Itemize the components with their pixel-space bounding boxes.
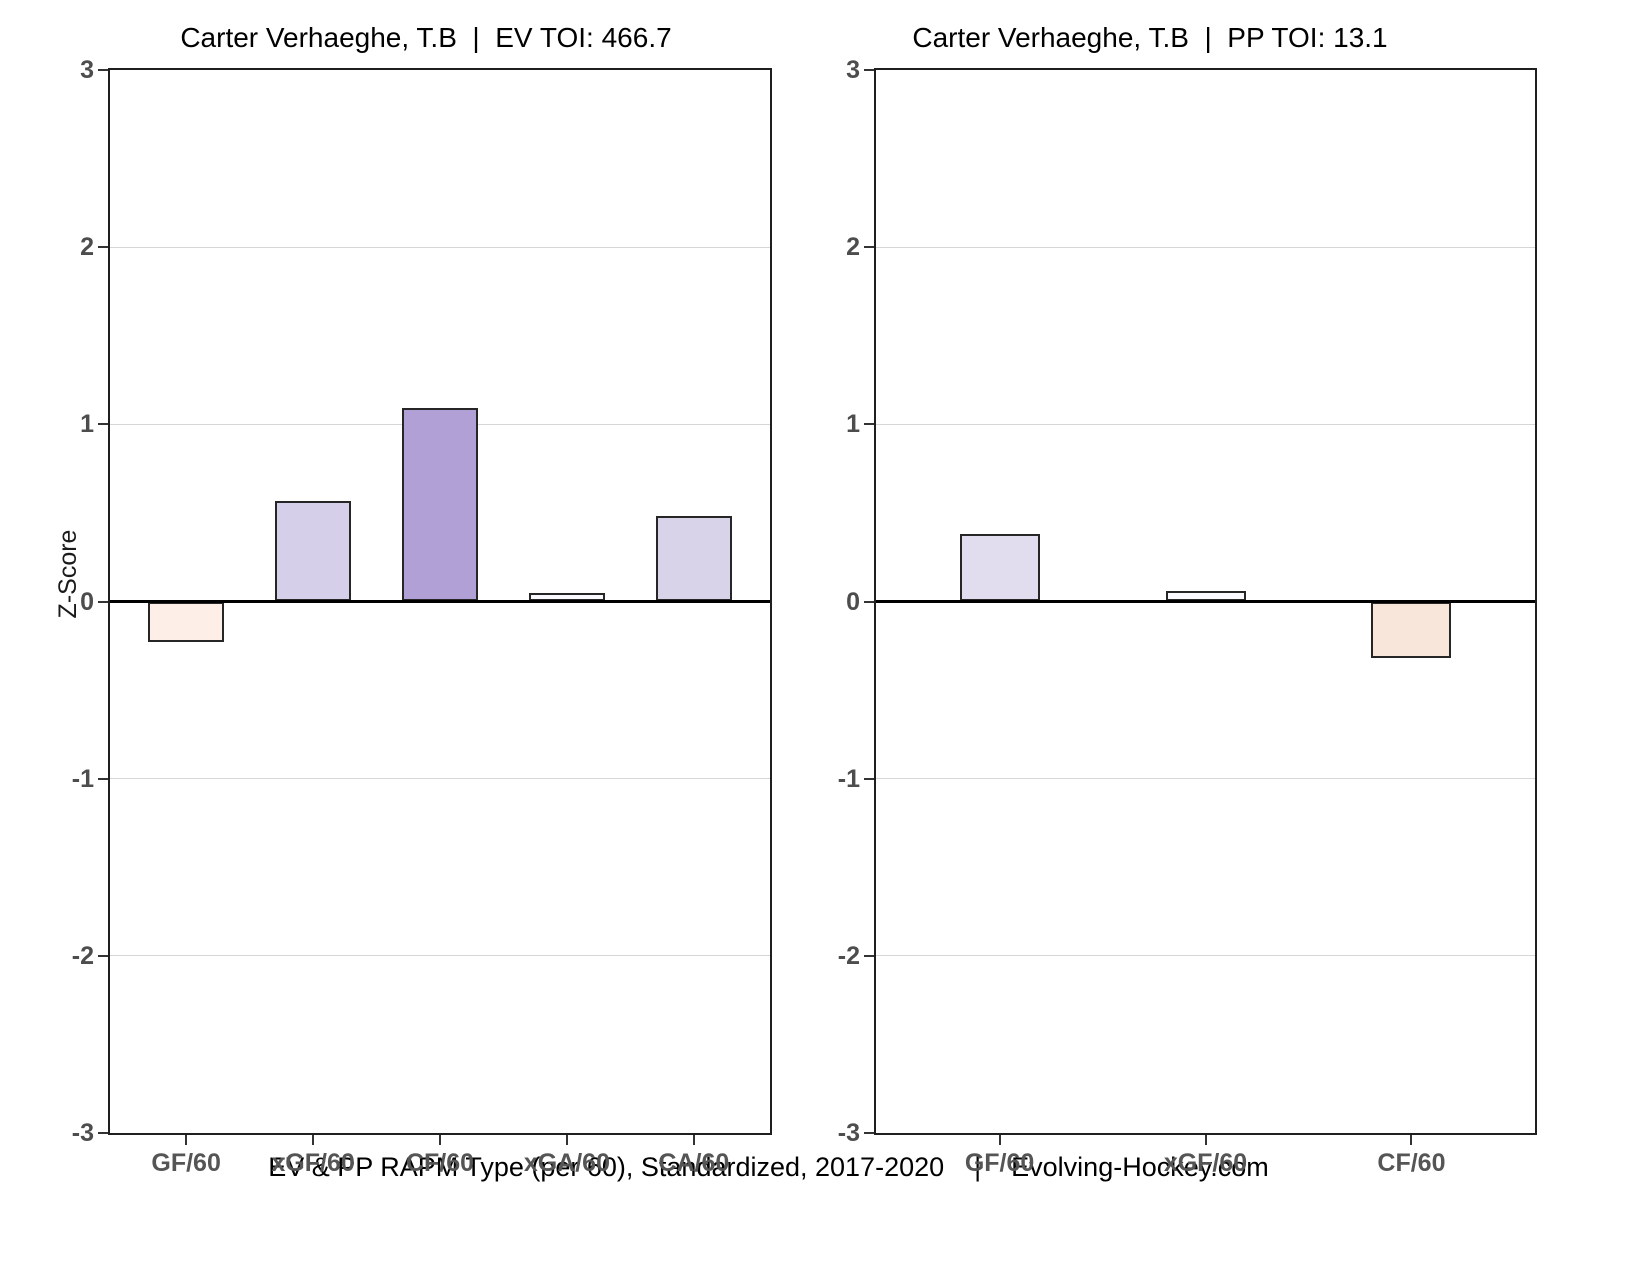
gridline-y2: [876, 246, 1535, 248]
x-tick-label-xgf-60: xGF/60: [271, 1149, 355, 1177]
x-tick-mark: [1410, 1135, 1413, 1145]
x-tick-label-xgf-60: xGF/60: [1163, 1149, 1248, 1177]
y-tick-label: -3: [837, 1119, 860, 1147]
y-tick-label: -2: [71, 941, 94, 970]
x-tick-mark: [439, 1135, 441, 1145]
bar-gf-60: [148, 601, 225, 643]
y-tick-label: 1: [80, 410, 94, 439]
y-tick-mark: [98, 246, 108, 249]
y-tick-label: 0: [80, 587, 94, 616]
x-tick-mark: [312, 1135, 315, 1145]
y-tick-label: 2: [80, 233, 94, 262]
ev-chart-panel: [108, 68, 772, 1135]
y-tick-mark: [98, 954, 108, 957]
x-tick-mark: [565, 1135, 568, 1145]
x-tick-label-gf-60: GF/60: [151, 1149, 221, 1177]
y-axis-label: Z-Score: [54, 529, 82, 619]
pp-chart-panel: [874, 68, 1537, 1135]
y-tick-label: 3: [846, 56, 860, 84]
ev-chart-title: Carter Verhaeghe, T.B | EV TOI: 466.7: [180, 22, 672, 53]
x-tick-label-xga-60: xGA/60: [523, 1149, 610, 1177]
y-tick-label: -3: [71, 1119, 94, 1147]
y-tick-mark: [98, 1132, 108, 1134]
y-tick-mark: [98, 69, 108, 71]
gridline-y-2: [876, 955, 1535, 957]
y-tick-mark: [864, 423, 874, 426]
gridline-y2: [110, 246, 770, 248]
gridline-y-2: [110, 955, 770, 957]
x-tick-mark: [998, 1135, 1001, 1145]
y-tick-label: 3: [80, 56, 94, 84]
y-tick-label: -1: [837, 764, 860, 793]
x-tick-label-cf-60: CF/60: [405, 1149, 475, 1177]
pp-chart-title: Carter Verhaeghe, T.B | PP TOI: 13.1: [912, 22, 1388, 53]
bar-gf-60: [959, 534, 1040, 602]
y-tick-mark: [864, 246, 874, 249]
gridline-y-1: [110, 778, 770, 780]
y-tick-mark: [864, 69, 874, 71]
y-tick-mark: [98, 777, 108, 780]
y-tick-label: -1: [71, 764, 94, 793]
x-tick-mark: [692, 1135, 695, 1145]
y-tick-label: 1: [846, 410, 860, 439]
y-tick-mark: [864, 600, 874, 603]
y-tick-mark: [864, 1132, 874, 1134]
x-tick-mark: [1204, 1135, 1207, 1145]
y-tick-mark: [864, 954, 874, 957]
zero-line: [110, 600, 770, 603]
x-tick-label-cf-60: CF/60: [1377, 1149, 1446, 1177]
bar-cf-60: [1371, 601, 1452, 659]
y-tick-label: 0: [846, 587, 860, 616]
zero-line: [876, 600, 1535, 603]
bar-ca-60: [655, 516, 732, 602]
x-tick-label-gf-60: GF/60: [964, 1149, 1035, 1177]
y-tick-mark: [98, 423, 108, 426]
y-tick-label: 2: [846, 233, 860, 262]
bar-xgf-60: [275, 500, 352, 602]
x-tick-mark: [185, 1135, 188, 1145]
y-tick-mark: [864, 777, 874, 780]
x-tick-label-ca-60: CA/60: [658, 1149, 730, 1177]
bar-cf-60: [402, 408, 478, 602]
y-tick-mark: [98, 600, 108, 603]
gridline-y-1: [876, 778, 1535, 780]
gridline-y1: [876, 423, 1535, 425]
figure-caption: EV & PP RAPM Type (per 60), Standardized…: [268, 1152, 1269, 1182]
y-tick-label: -2: [837, 941, 860, 970]
